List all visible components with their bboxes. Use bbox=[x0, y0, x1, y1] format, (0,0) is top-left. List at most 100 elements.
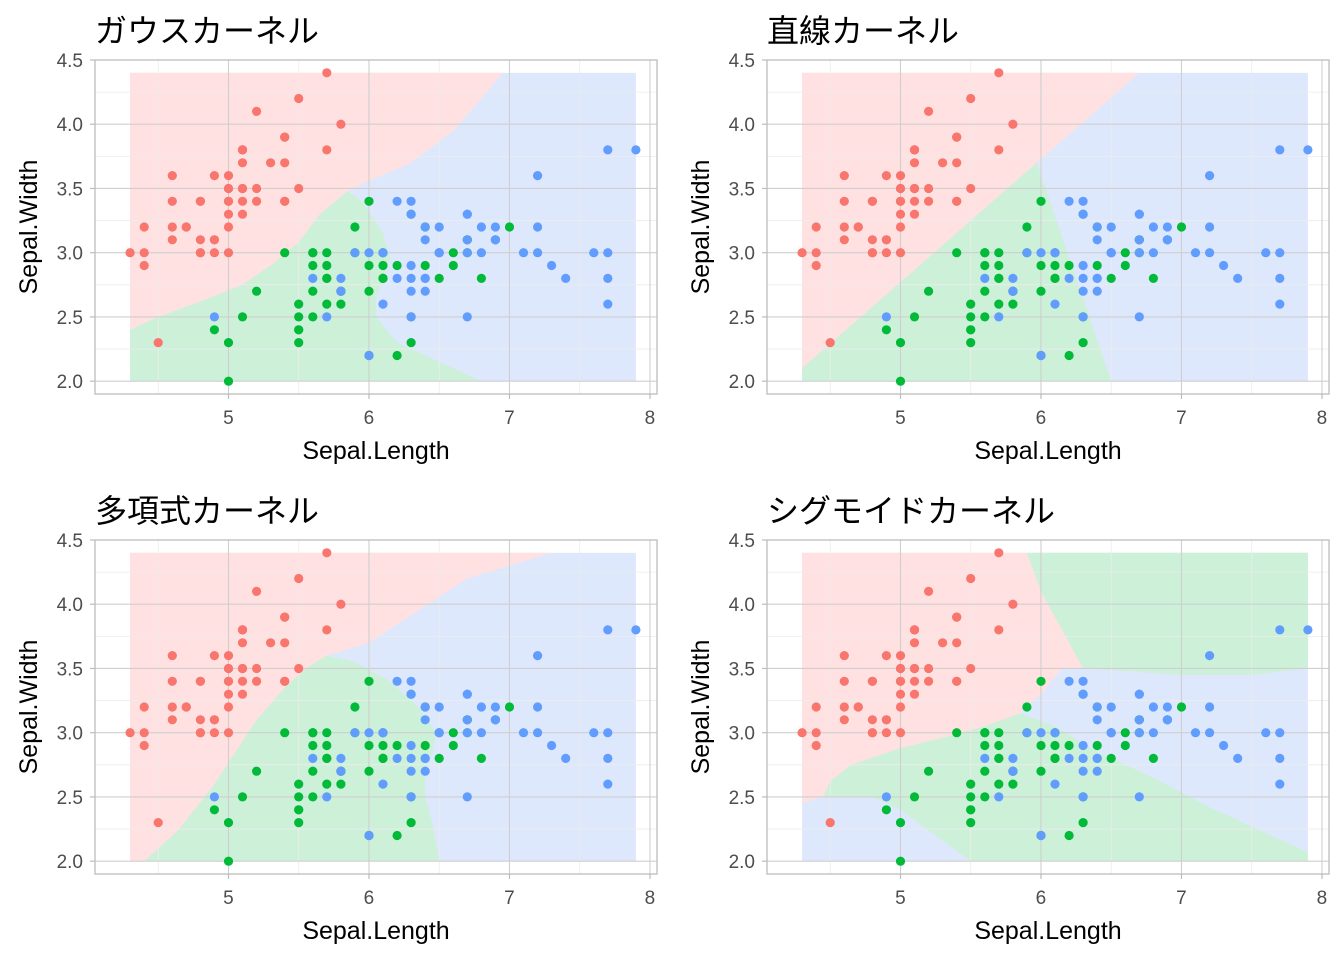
data-point-versicolor bbox=[392, 740, 402, 751]
data-point-versicolor bbox=[1022, 702, 1032, 712]
data-point-virginica bbox=[308, 273, 318, 283]
data-point-versicolor bbox=[280, 248, 290, 258]
data-point-virginica bbox=[1303, 625, 1313, 635]
data-point-virginica bbox=[1078, 273, 1088, 283]
y-axis-title: Sepal.Width bbox=[687, 160, 715, 295]
data-point-versicolor bbox=[504, 222, 515, 232]
data-point-setosa bbox=[167, 171, 177, 181]
data-point-setosa bbox=[895, 196, 906, 206]
y-tick-label: 4.5 bbox=[729, 51, 755, 72]
data-point-versicolor bbox=[364, 766, 374, 776]
data-point-virginica bbox=[980, 273, 990, 283]
data-point-versicolor bbox=[924, 766, 934, 776]
data-point-versicolor bbox=[980, 312, 990, 322]
data-point-virginica bbox=[406, 792, 416, 802]
data-point-setosa bbox=[223, 689, 234, 699]
data-point-versicolor bbox=[378, 753, 388, 764]
data-point-setosa bbox=[881, 171, 892, 181]
data-point-versicolor bbox=[336, 299, 346, 309]
data-point-versicolor bbox=[1036, 260, 1046, 271]
data-point-versicolor bbox=[1036, 196, 1046, 206]
data-point-setosa bbox=[280, 196, 290, 206]
data-point-virginica bbox=[1275, 273, 1285, 283]
data-point-versicolor bbox=[1050, 740, 1060, 751]
data-point-setosa bbox=[867, 235, 878, 245]
data-point-versicolor bbox=[1064, 350, 1074, 361]
data-point-virginica bbox=[1092, 715, 1102, 725]
data-point-virginica bbox=[1078, 260, 1088, 271]
data-point-setosa bbox=[209, 651, 219, 661]
data-point-versicolor bbox=[1092, 260, 1102, 271]
x-tick-label: 8 bbox=[1317, 408, 1328, 429]
panel-title: シグモイドカーネル bbox=[767, 492, 1055, 530]
data-point-virginica bbox=[434, 702, 444, 712]
data-point-versicolor bbox=[294, 325, 304, 335]
data-point-virginica bbox=[1275, 145, 1285, 155]
data-point-setosa bbox=[153, 818, 163, 828]
data-point-setosa bbox=[195, 196, 205, 206]
x-tick-label: 8 bbox=[645, 888, 656, 909]
data-point-setosa bbox=[867, 196, 878, 206]
data-point-setosa bbox=[223, 196, 234, 206]
data-point-versicolor bbox=[1050, 753, 1060, 764]
data-point-setosa bbox=[895, 663, 906, 674]
data-point-setosa bbox=[895, 651, 906, 661]
data-point-versicolor bbox=[1036, 286, 1046, 296]
y-tick-label: 4.0 bbox=[57, 595, 83, 616]
data-point-versicolor bbox=[322, 728, 332, 738]
data-point-setosa bbox=[280, 638, 290, 648]
data-point-versicolor bbox=[994, 753, 1004, 764]
data-point-setosa bbox=[195, 676, 205, 686]
data-point-virginica bbox=[603, 248, 613, 258]
data-point-versicolor bbox=[895, 376, 906, 386]
data-point-versicolor bbox=[1036, 766, 1046, 776]
data-point-virginica bbox=[392, 196, 402, 206]
y-axis-title: Sepal.Width bbox=[15, 640, 43, 775]
data-point-versicolor bbox=[980, 260, 990, 271]
chart-panel-4: 5 6 7 8 2.0 2.5 3.0 3.5 4.0 4.5 シグモイドカーネル Sepal.Len… bbox=[687, 492, 1330, 945]
data-point-setosa bbox=[223, 651, 234, 661]
data-point-versicolor bbox=[895, 856, 906, 866]
data-point-versicolor bbox=[252, 766, 262, 776]
data-point-virginica bbox=[1106, 702, 1116, 712]
data-point-virginica bbox=[336, 766, 346, 776]
data-point-virginica bbox=[518, 728, 529, 738]
plot-frame bbox=[766, 59, 1330, 395]
data-point-virginica bbox=[533, 171, 543, 181]
data-point-versicolor bbox=[1064, 740, 1074, 751]
data-point-virginica bbox=[1036, 350, 1046, 361]
data-point-setosa bbox=[167, 235, 177, 245]
data-point-setosa bbox=[994, 548, 1004, 558]
data-point-virginica bbox=[1022, 728, 1032, 738]
data-point-setosa bbox=[294, 93, 304, 104]
data-point-virginica bbox=[1275, 625, 1285, 635]
data-point-virginica bbox=[1275, 728, 1285, 738]
data-point-setosa bbox=[853, 702, 863, 712]
data-point-versicolor bbox=[308, 766, 318, 776]
data-point-versicolor bbox=[966, 779, 976, 789]
x-tick-label: 6 bbox=[364, 408, 375, 429]
panel-title: 多項式カーネル bbox=[95, 492, 319, 530]
data-point-setosa bbox=[924, 183, 934, 194]
data-point-virginica bbox=[1219, 260, 1229, 271]
y-tick-label: 4.0 bbox=[57, 115, 83, 136]
data-point-setosa bbox=[797, 248, 807, 258]
data-point-setosa bbox=[280, 612, 290, 622]
data-point-setosa bbox=[322, 548, 332, 558]
data-point-virginica bbox=[881, 312, 892, 322]
data-point-setosa bbox=[237, 676, 248, 686]
data-point-virginica bbox=[406, 196, 416, 206]
data-point-versicolor bbox=[476, 753, 486, 764]
data-point-virginica bbox=[1050, 779, 1060, 789]
data-point-virginica bbox=[322, 312, 332, 322]
data-point-versicolor bbox=[237, 792, 248, 802]
data-point-virginica bbox=[1162, 702, 1172, 712]
data-point-versicolor bbox=[881, 325, 892, 335]
data-point-setosa bbox=[909, 663, 920, 674]
data-point-virginica bbox=[1134, 235, 1144, 245]
data-point-setosa bbox=[895, 689, 906, 699]
data-point-virginica bbox=[1078, 689, 1088, 699]
data-point-virginica bbox=[1261, 728, 1271, 738]
data-point-setosa bbox=[839, 676, 849, 686]
data-point-virginica bbox=[1078, 286, 1088, 296]
